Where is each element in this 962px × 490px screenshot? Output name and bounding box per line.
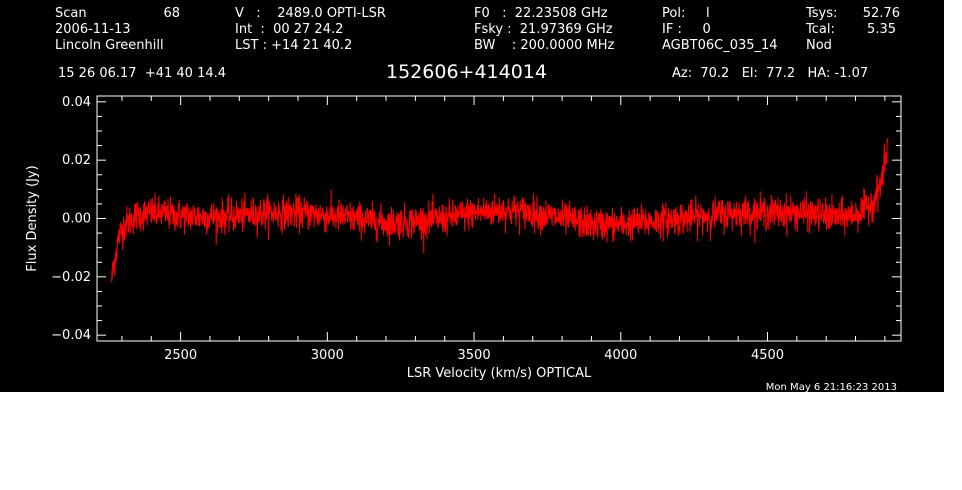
observer-name: Lincoln Greenhill xyxy=(55,38,164,53)
y-tick-label: 0.00 xyxy=(62,212,91,227)
integration-line: Int : 00 27 24.2 xyxy=(235,22,344,37)
lst-line: LST : +14 21 40.2 xyxy=(235,38,353,53)
x-tick-label: 4500 xyxy=(751,348,784,363)
x-tick-label: 3500 xyxy=(458,348,491,363)
y-tick-label: 0.04 xyxy=(62,95,91,110)
y-axis-label: Flux Density (Jy) xyxy=(25,165,40,271)
x-tick-label: 3000 xyxy=(311,348,344,363)
observation-date: 2006-11-13 xyxy=(55,22,131,37)
rest-frequency-line: F0 : 22.23508 GHz xyxy=(474,6,608,21)
x-tick-label: 4000 xyxy=(604,348,637,363)
x-axis-label: LSR Velocity (km/s) OPTICAL xyxy=(407,366,592,381)
spectrum-chart: 2500 3000 3500 4000 4500 −0.04 −0.02 0.00 0.02 0.… xyxy=(25,95,902,392)
tcal-label: Tcal: xyxy=(806,22,835,37)
velocity-line: V : 2489.0 OPTI-LSR xyxy=(235,6,386,21)
y-tick-label: 0.02 xyxy=(62,153,91,168)
ticks-layer: 2500 3000 3500 4000 4500 −0.04 −0.02 0.00 0.02 0.… xyxy=(51,95,901,363)
polarization-line: Pol: l xyxy=(662,6,710,21)
project-id: AGBT06C_035_14 xyxy=(662,38,778,53)
pointing-info: Az: 70.2 El: 77.2 HA: -1.07 xyxy=(672,66,869,81)
plot-panel: Scan 68 2006-11-13 Lincoln Greenhill V :… xyxy=(0,0,944,392)
scan-label: Scan xyxy=(55,6,87,21)
bandwidth-line: BW : 200.0000 MHz xyxy=(474,38,615,53)
sky-frequency-line: Fsky : 21.97369 GHz xyxy=(474,22,613,37)
trace-layer xyxy=(111,138,889,283)
tcal-value: 5.35 xyxy=(867,22,896,37)
x-tick-label: 2500 xyxy=(164,348,197,363)
source-name: 152606+414014 xyxy=(386,61,547,83)
spectrum-series-line xyxy=(111,138,889,283)
observing-mode: Nod xyxy=(806,38,832,53)
plot-timestamp: Mon May 6 21:16:23 2013 xyxy=(766,382,897,392)
tsys-value: 52.76 xyxy=(862,6,900,21)
y-tick-label: −0.04 xyxy=(51,328,91,343)
if-line: IF : 0 xyxy=(662,22,711,37)
scan-number: 68 xyxy=(163,6,180,21)
source-coordinates: 15 26 06.17 +41 40 14.4 xyxy=(58,66,227,81)
y-tick-label: −0.02 xyxy=(51,270,91,285)
tsys-label: Tsys: xyxy=(806,6,838,21)
